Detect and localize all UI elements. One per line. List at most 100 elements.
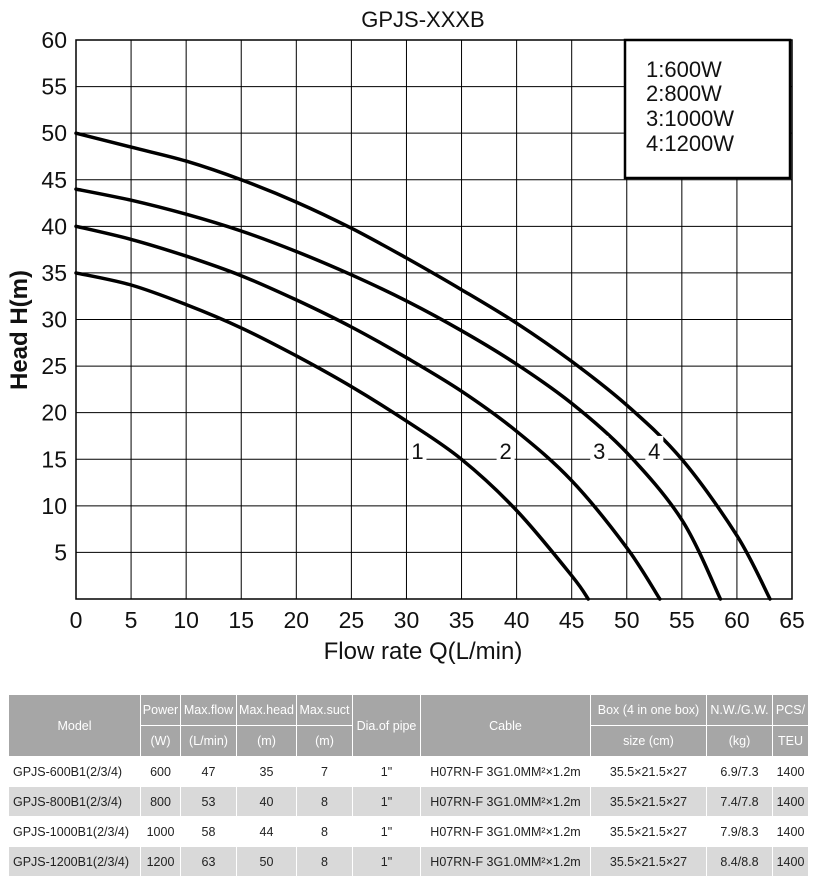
plot-frame xyxy=(75,39,793,600)
y-tick-label: 25 xyxy=(41,353,67,379)
table-cell: 1" xyxy=(352,816,421,847)
column-header: Max.suct xyxy=(296,694,353,726)
table-cell: 40 xyxy=(236,786,297,817)
table-cell: H07RN-F 3G1.0MM²×1.2m xyxy=(420,846,591,877)
x-tick-label: 65 xyxy=(779,607,805,633)
table-cell: 1400 xyxy=(772,816,809,847)
table-cell: 50 xyxy=(236,846,297,877)
x-tick-label: 0 xyxy=(70,607,83,633)
table-cell: 63 xyxy=(180,846,237,877)
x-tick-label: 50 xyxy=(614,607,640,633)
x-tick-label: 15 xyxy=(228,607,254,633)
legend-item-2: 2:800W xyxy=(646,81,722,106)
table-cell: 35 xyxy=(236,756,297,787)
spec-table-header: Model Power Max.flow Max.head Max.suct Dia.of… xyxy=(8,694,809,757)
legend-item-4: 4:1200W xyxy=(646,131,734,156)
x-axis-label: Flow rate Q(L/min) xyxy=(324,638,523,665)
x-tick-label: 10 xyxy=(173,607,199,633)
curve-line-2 xyxy=(74,224,662,601)
column-header: Dia.of pipe xyxy=(352,694,421,757)
table-row: GPJS-600B1(2/3/4) 600 47 35 7 1" H07RN-F 3G1.0… xyxy=(8,756,809,787)
table-cell: 7 xyxy=(296,756,353,787)
column-header: Model xyxy=(8,694,141,757)
table-cell: 8.4/8.8 xyxy=(706,846,773,877)
table-cell: 1400 xyxy=(772,846,809,877)
curve-series xyxy=(74,131,772,601)
table-cell: 1400 xyxy=(772,756,809,787)
curve-label-bg xyxy=(590,435,609,462)
column-header-unit: size (cm) xyxy=(590,725,707,757)
column-header-unit: (m) xyxy=(296,725,353,757)
y-tick-label: 20 xyxy=(41,400,67,426)
spec-table: Model Power Max.flow Max.head Max.suct Dia.of… xyxy=(8,694,809,877)
y-tick-label: 40 xyxy=(41,213,67,239)
y-tick-label: 45 xyxy=(41,167,67,193)
column-header-unit: (L/min) xyxy=(180,725,237,757)
column-header-unit: TEU xyxy=(772,725,809,757)
table-cell: H07RN-F 3G1.0MM²×1.2m xyxy=(420,756,591,787)
column-header: Max.head xyxy=(236,694,297,726)
column-header: PCS/ xyxy=(772,694,809,726)
x-tick-label: 60 xyxy=(724,607,750,633)
table-cell: 44 xyxy=(236,816,297,847)
table-cell: 8 xyxy=(296,846,353,877)
curve-label-bg xyxy=(496,435,515,462)
table-cell: 35.5×21.5×27 xyxy=(590,816,707,847)
table-cell: 58 xyxy=(180,816,237,847)
axis-ticks: 0 5 10 15 20 25 30 35 40 45 50 55 60 65 5 10 15 20 25 30 35 4… xyxy=(41,27,804,633)
column-header: N.W./G.W. xyxy=(706,694,773,726)
table-cell: 6.9/7.3 xyxy=(706,756,773,787)
column-header: Cable xyxy=(420,694,591,757)
table-cell: 35.5×21.5×27 xyxy=(590,756,707,787)
table-cell: 7.9/8.3 xyxy=(706,816,773,847)
curve-label-3: 3 xyxy=(593,439,605,464)
y-tick-label: 50 xyxy=(41,120,67,146)
curve-label-bg xyxy=(645,435,664,462)
column-header-unit: (W) xyxy=(140,725,181,757)
x-tick-label: 40 xyxy=(504,607,530,633)
table-cell: 1000 xyxy=(140,816,181,847)
legend-box: 1:600W 2:800W 3:1000W 4:1200W xyxy=(623,38,792,180)
y-tick-label: 5 xyxy=(54,539,67,565)
y-tick-label: 30 xyxy=(41,307,67,333)
table-cell: 8 xyxy=(296,786,353,817)
table-cell: GPJS-1200B1(2/3/4) xyxy=(8,846,141,877)
chart-title: GPJS-XXXB xyxy=(361,7,484,32)
curve-line-3 xyxy=(74,187,723,601)
table-cell: 7.4/7.8 xyxy=(706,786,773,817)
x-tick-label: 30 xyxy=(394,607,420,633)
column-header-unit: (kg) xyxy=(706,725,773,757)
spec-table-body: GPJS-600B1(2/3/4) 600 47 35 7 1" H07RN-F 3G1.0… xyxy=(8,756,809,877)
column-header: Box (4 in one box) xyxy=(590,694,707,726)
x-tick-label: 45 xyxy=(559,607,585,633)
table-cell: 1" xyxy=(352,846,421,877)
x-tick-label: 25 xyxy=(339,607,365,633)
curve-labels: 1 2 3 4 xyxy=(408,435,664,464)
curve-line-1 xyxy=(74,271,590,601)
curve-line-4 xyxy=(74,131,772,601)
x-tick-label: 35 xyxy=(449,607,475,633)
table-row: GPJS-1200B1(2/3/4) 1200 63 50 8 1" H07RN-F 3G1… xyxy=(8,846,809,877)
legend-item-3: 3:1000W xyxy=(646,106,734,131)
table-cell: 53 xyxy=(180,786,237,817)
table-cell: GPJS-800B1(2/3/4) xyxy=(8,786,141,817)
table-cell: 35.5×21.5×27 xyxy=(590,786,707,817)
table-cell: 1400 xyxy=(772,786,809,817)
table-cell: 800 xyxy=(140,786,181,817)
y-tick-label: 10 xyxy=(41,493,67,519)
curve-label-4: 4 xyxy=(648,439,660,464)
table-cell: GPJS-600B1(2/3/4) xyxy=(8,756,141,787)
table-cell: 47 xyxy=(180,756,237,787)
table-cell: 1200 xyxy=(140,846,181,877)
x-tick-label: 5 xyxy=(125,607,138,633)
y-tick-label: 15 xyxy=(41,446,67,472)
table-cell: 35.5×21.5×27 xyxy=(590,846,707,877)
y-tick-label: 55 xyxy=(41,74,67,100)
column-header-unit: (m) xyxy=(236,725,297,757)
y-axis-label: Head H(m) xyxy=(6,270,33,390)
table-cell: 600 xyxy=(140,756,181,787)
x-tick-label: 55 xyxy=(669,607,695,633)
table-cell: 1" xyxy=(352,756,421,787)
table-cell: H07RN-F 3G1.0MM²×1.2m xyxy=(420,786,591,817)
pump-curve-chart: GPJS-XXXB 0 5 10 15 20 25 30 35 40 45 50 55 60 65 5 10 1… xyxy=(6,7,805,665)
